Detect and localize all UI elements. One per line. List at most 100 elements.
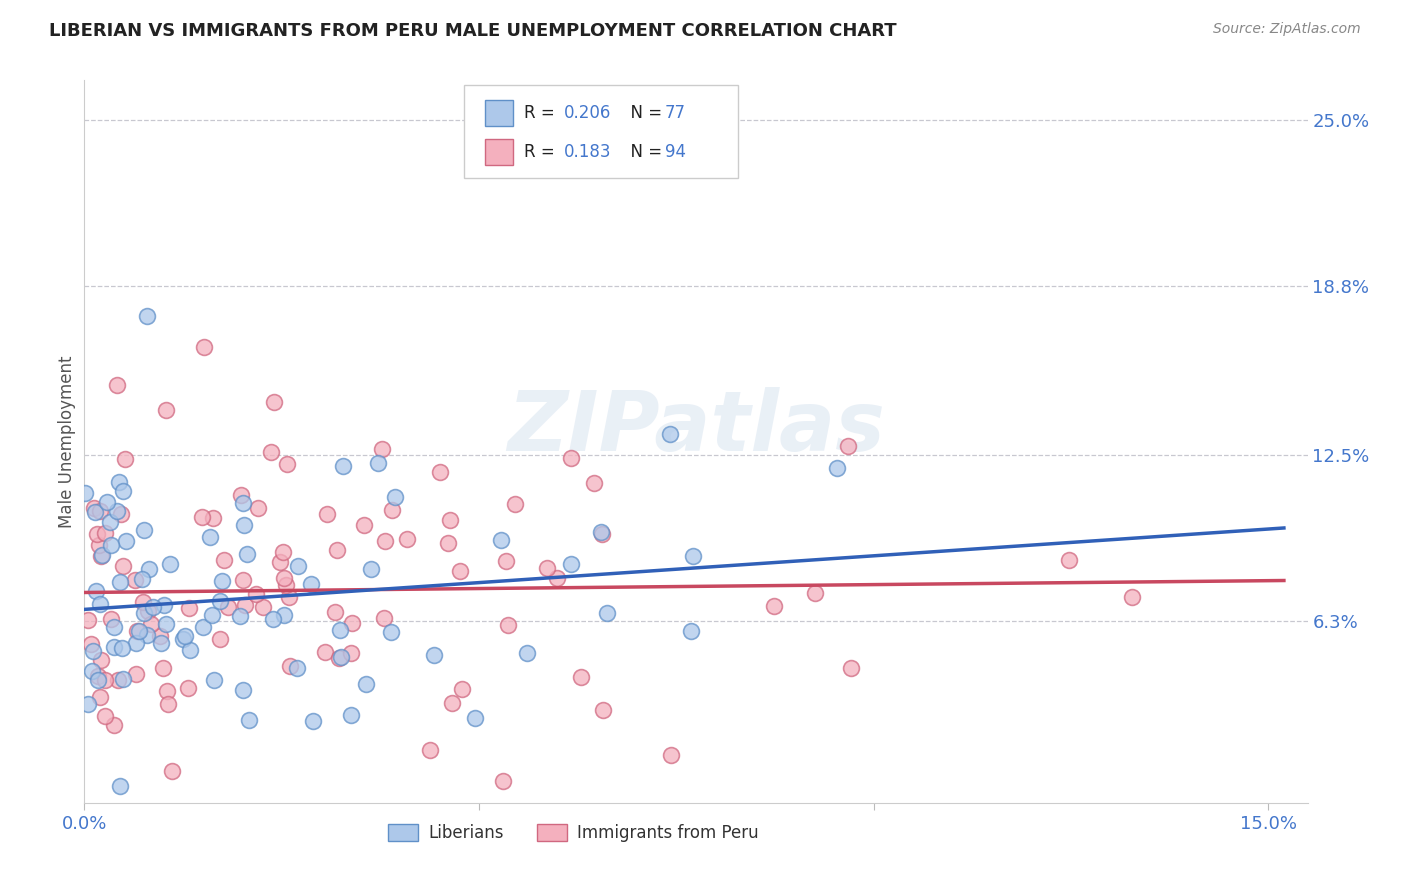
Point <box>193 340 215 354</box>
Point <box>162 764 184 779</box>
Point <box>172 632 194 646</box>
Point <box>89 690 111 704</box>
Point <box>422 648 444 662</box>
Text: LIBERIAN VS IMMIGRANTS FROM PERU MALE UNEMPLOYMENT CORRELATION CHART: LIBERIAN VS IMMIGRANTS FROM PERU MALE UN… <box>49 22 897 40</box>
Point <box>105 504 128 518</box>
Point <box>560 451 582 466</box>
Point <box>202 673 225 688</box>
Point <box>132 595 155 609</box>
Point <box>340 615 363 630</box>
Point <box>131 572 153 586</box>
Legend: Liberians, Immigrants from Peru: Liberians, Immigrants from Peru <box>382 817 765 848</box>
Point <box>330 649 353 664</box>
Point <box>152 661 174 675</box>
Point <box>94 709 117 723</box>
Point <box>191 620 214 634</box>
Point <box>108 779 131 793</box>
Point <box>591 526 613 541</box>
Point <box>75 486 97 500</box>
Text: Source: ZipAtlas.com: Source: ZipAtlas.com <box>1213 22 1361 37</box>
Point <box>269 555 291 569</box>
Point <box>114 534 136 549</box>
Point <box>90 653 112 667</box>
Point <box>84 584 107 599</box>
Point <box>176 681 198 696</box>
Point <box>299 576 322 591</box>
Point <box>287 661 309 675</box>
Point <box>804 585 827 599</box>
Point <box>103 640 125 654</box>
Point <box>589 525 612 540</box>
Point <box>273 571 295 585</box>
Point <box>86 526 108 541</box>
Point <box>114 452 136 467</box>
Point <box>198 530 221 544</box>
Point <box>583 476 606 491</box>
Point <box>128 624 150 639</box>
Point <box>395 532 418 546</box>
Point <box>569 670 592 684</box>
Point <box>179 600 201 615</box>
Point <box>449 565 471 579</box>
Point <box>229 609 252 624</box>
Point <box>353 518 375 533</box>
Point <box>125 624 148 638</box>
Point <box>201 511 224 525</box>
Point <box>429 465 451 479</box>
Point <box>278 591 301 605</box>
Point <box>679 624 702 639</box>
Point <box>100 515 122 529</box>
Point <box>93 526 115 541</box>
Point <box>278 659 301 673</box>
Point <box>209 632 232 646</box>
Point <box>262 612 284 626</box>
Point <box>276 578 298 592</box>
Text: 0.206: 0.206 <box>564 104 612 122</box>
Text: 0.183: 0.183 <box>564 143 612 161</box>
Point <box>839 660 862 674</box>
Point <box>326 542 349 557</box>
Point <box>380 624 402 639</box>
Point <box>87 673 110 688</box>
Point <box>136 604 159 618</box>
Point <box>111 483 134 498</box>
Point <box>682 549 704 564</box>
Point <box>658 426 681 441</box>
Text: N =: N = <box>620 104 668 122</box>
Point <box>419 742 441 756</box>
Point <box>238 713 260 727</box>
Point <box>492 774 515 789</box>
Point <box>496 618 519 632</box>
Point <box>110 507 132 521</box>
Point <box>179 642 201 657</box>
Point <box>276 457 298 471</box>
Point <box>125 667 148 681</box>
Point <box>328 650 350 665</box>
Point <box>232 683 254 698</box>
Point <box>87 669 110 683</box>
Point <box>1057 552 1080 566</box>
Point <box>83 504 105 518</box>
Point <box>149 629 172 643</box>
Point <box>592 703 614 717</box>
Point <box>503 497 526 511</box>
Point <box>273 608 295 623</box>
Point <box>374 533 396 548</box>
Point <box>233 598 256 612</box>
Point <box>287 559 309 574</box>
Point <box>232 518 254 533</box>
Point <box>136 627 159 641</box>
Point <box>96 495 118 509</box>
Point <box>323 605 346 619</box>
Point <box>437 535 460 549</box>
Point <box>762 599 785 613</box>
Point <box>87 538 110 552</box>
Point <box>152 598 174 612</box>
Point <box>83 501 105 516</box>
Point <box>384 491 406 505</box>
Point <box>138 561 160 575</box>
Point <box>271 544 294 558</box>
Point <box>489 533 512 548</box>
Point <box>142 599 165 614</box>
Point <box>441 696 464 710</box>
